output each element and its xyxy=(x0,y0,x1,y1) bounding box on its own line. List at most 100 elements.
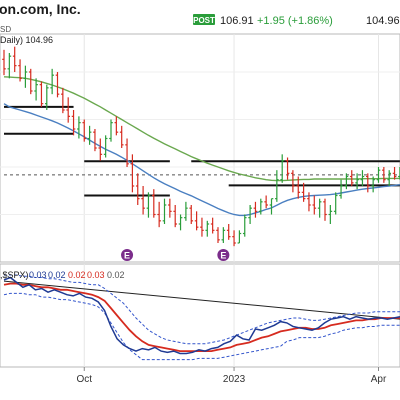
candle xyxy=(130,154,135,193)
post-badge: POST xyxy=(193,16,215,25)
candle xyxy=(61,87,65,114)
candle xyxy=(339,179,343,199)
rs-legend-value-3: 0.02 xyxy=(68,270,86,280)
candle xyxy=(93,129,97,152)
chart-title: on.com, Inc. xyxy=(0,1,81,17)
candle xyxy=(168,198,172,218)
price-moving-averages xyxy=(3,76,400,217)
candle xyxy=(12,46,17,72)
candle xyxy=(376,167,381,183)
candle xyxy=(269,198,274,215)
candle xyxy=(216,227,220,243)
earnings-marker-circle xyxy=(121,249,134,261)
candle xyxy=(77,116,81,139)
earnings-marker-label: E xyxy=(220,251,226,261)
rs-trendline-line xyxy=(3,280,400,320)
candle xyxy=(387,170,391,186)
candle xyxy=(226,224,231,240)
candle xyxy=(221,227,226,243)
last-price: 104.96 xyxy=(366,15,400,27)
candle xyxy=(242,214,247,237)
rs-legend-prefix: ,$SPX) xyxy=(0,270,29,280)
rs-gridlines xyxy=(83,264,379,367)
post-price: 106.91 xyxy=(220,15,254,27)
rs-legend-value-5: 0.02 xyxy=(107,270,125,280)
rs-panel: ,$SPX) 0.03 0.02 0.02 0.03 0.02 xyxy=(0,263,400,368)
x-tick-label: Apr xyxy=(371,374,387,385)
candle xyxy=(18,59,22,82)
candle xyxy=(178,214,183,231)
candle xyxy=(237,230,242,244)
candle xyxy=(194,211,199,231)
ma-short-line xyxy=(3,103,400,217)
post-badge-bg xyxy=(193,14,215,25)
candle xyxy=(103,135,108,158)
candle xyxy=(119,125,124,148)
candle xyxy=(23,65,28,88)
candle xyxy=(307,192,311,212)
candle xyxy=(173,205,177,228)
price-support-resistance xyxy=(4,105,400,197)
rs-band-upper xyxy=(4,274,400,345)
rs-legend-value-1: 0.03 xyxy=(29,270,47,280)
rs-legend: ,$SPX) 0.03 0.02 0.02 0.03 0.02 xyxy=(0,270,125,280)
candle xyxy=(285,157,290,180)
candle xyxy=(71,110,76,136)
candle xyxy=(28,68,33,95)
rs-lines xyxy=(3,274,400,361)
candle xyxy=(98,138,103,161)
candle xyxy=(162,198,167,224)
price-candles xyxy=(2,46,400,247)
post-change: +1.95 (+1.86%) xyxy=(257,15,333,27)
candle xyxy=(232,230,236,247)
candle xyxy=(7,53,12,79)
candle xyxy=(275,170,279,202)
candle xyxy=(45,84,49,110)
candle xyxy=(87,125,92,145)
candle xyxy=(344,173,349,190)
candle xyxy=(333,192,338,215)
candle xyxy=(125,138,129,167)
candle xyxy=(205,220,210,237)
candle xyxy=(264,195,268,209)
candle xyxy=(366,173,370,193)
candle xyxy=(253,201,258,218)
candle xyxy=(200,217,204,237)
candle xyxy=(312,195,317,215)
candle xyxy=(323,198,327,221)
candle xyxy=(248,205,252,224)
candle xyxy=(349,170,354,186)
candle xyxy=(55,72,60,98)
candle xyxy=(328,205,333,224)
candle xyxy=(114,116,119,136)
rs-band-lower xyxy=(3,292,400,361)
earnings-marker-circle xyxy=(217,249,230,261)
rs-legend-value-2: 0.02 xyxy=(48,270,66,280)
candle xyxy=(355,173,359,190)
rs-legend-value-4: 0.03 xyxy=(87,270,105,280)
price-legend: Daily) 104.96 xyxy=(0,35,53,45)
candle xyxy=(146,192,151,218)
candle xyxy=(296,176,301,199)
candle xyxy=(2,49,6,76)
candle xyxy=(360,170,365,186)
earnings-marker-label: E xyxy=(124,251,130,261)
header-bar: on.com, Inc. SD POST 106.91 +1.95 (+1.86… xyxy=(0,1,400,34)
candle xyxy=(50,68,54,95)
candle xyxy=(189,205,194,224)
ma-long-line xyxy=(3,76,400,182)
candle xyxy=(39,81,44,107)
candle xyxy=(141,186,145,215)
candle xyxy=(157,201,161,228)
earnings-marker[interactable]: E xyxy=(121,249,134,261)
price-panel-frame xyxy=(0,33,400,263)
candle xyxy=(291,170,295,193)
candle xyxy=(184,201,188,221)
price-gridlines xyxy=(0,34,400,262)
candle xyxy=(301,182,306,202)
earnings-marker[interactable]: E xyxy=(217,249,230,261)
candle xyxy=(371,176,375,193)
chart-subtitle: SD xyxy=(0,25,11,34)
